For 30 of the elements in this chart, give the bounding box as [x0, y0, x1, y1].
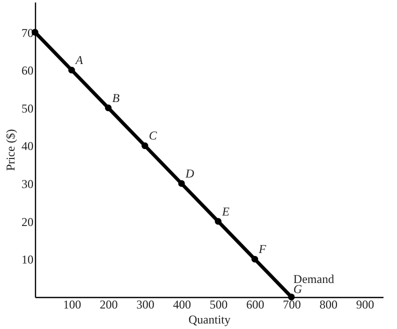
x-tick-label: 600 — [246, 298, 264, 312]
y-tick-label: 50 — [22, 101, 34, 116]
x-tick-label: 300 — [136, 298, 154, 312]
point — [68, 66, 75, 74]
x-tick-label: 700 — [282, 298, 301, 312]
x-axis-title: Quantity — [188, 312, 230, 326]
point — [104, 104, 112, 112]
y-tick-label: 10 — [22, 252, 34, 267]
y-tick-label: 20 — [22, 214, 34, 229]
annotation: B — [112, 90, 120, 105]
point — [214, 218, 222, 225]
x-tick-label: 500 — [210, 298, 228, 312]
x-tick-label: 400 — [173, 298, 192, 312]
annotation: D — [184, 166, 195, 181]
y-axis-title: Price ($) — [4, 129, 18, 171]
annotation: A — [74, 53, 84, 68]
annotation: C — [148, 128, 158, 143]
x-tick-label: 200 — [100, 298, 118, 312]
x-tick-label: 100 — [63, 298, 82, 312]
annotation: F — [258, 242, 267, 256]
y-tick-label: 30 — [22, 177, 34, 192]
x-tick-label: 800 — [320, 298, 338, 312]
point — [251, 256, 258, 263]
x-tick-label: 900 — [356, 298, 374, 312]
annotation: E — [221, 204, 230, 218]
point — [142, 142, 148, 150]
point — [178, 180, 185, 187]
point — [288, 294, 295, 300]
y-tick-label: 40 — [22, 139, 34, 154]
y-tick-label: 60 — [22, 64, 34, 78]
